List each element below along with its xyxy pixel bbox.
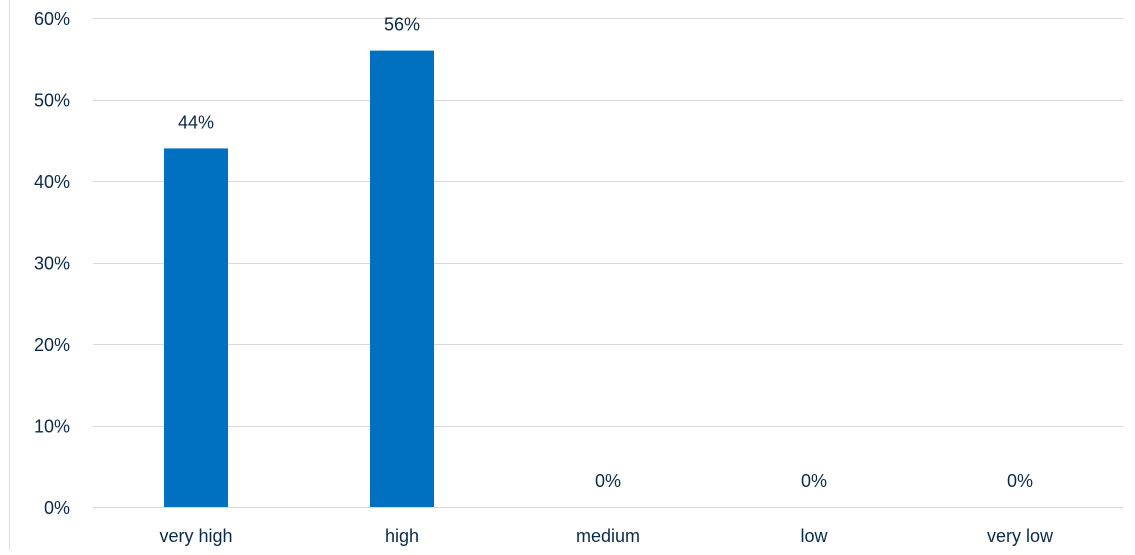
y-tick-label: 0% bbox=[44, 498, 70, 518]
y-tick-label: 50% bbox=[34, 91, 70, 111]
y-tick-label: 40% bbox=[34, 172, 70, 192]
bar bbox=[370, 50, 434, 507]
bar bbox=[164, 148, 228, 507]
x-tick-label: medium bbox=[576, 526, 640, 546]
y-tick-label: 30% bbox=[34, 254, 70, 274]
y-tick-label: 20% bbox=[34, 335, 70, 355]
y-tick-label: 60% bbox=[34, 9, 70, 29]
data-label: 56% bbox=[384, 15, 420, 35]
y-tick-label: 10% bbox=[34, 417, 70, 437]
x-tick-label: low bbox=[800, 526, 828, 546]
data-label: 0% bbox=[595, 471, 621, 491]
data-label: 0% bbox=[801, 471, 827, 491]
x-tick-label: high bbox=[385, 526, 419, 546]
x-tick-label: very high bbox=[159, 526, 232, 546]
data-label: 44% bbox=[178, 112, 214, 132]
data-label: 0% bbox=[1007, 471, 1033, 491]
chart-left-border bbox=[9, 0, 10, 550]
x-tick-label: very low bbox=[987, 526, 1054, 546]
